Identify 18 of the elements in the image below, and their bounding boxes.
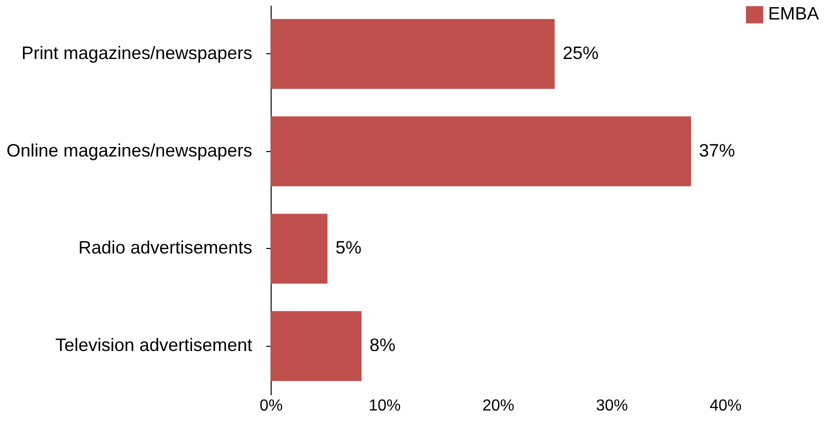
data-label: 25%: [562, 42, 599, 63]
x-tick-label: 10%: [368, 397, 401, 414]
y-tick-label: Online magazines/newspapers: [6, 140, 252, 160]
x-tick-label: 30%: [596, 397, 628, 414]
x-tick-label: 40%: [710, 397, 742, 414]
data-label: 5%: [335, 238, 362, 258]
x-tick-label: 0%: [260, 397, 283, 414]
data-label: 8%: [370, 335, 396, 356]
x-tick-label: 20%: [482, 397, 514, 414]
y-tick-label: Radio advertisements: [78, 238, 252, 258]
data-label: 37%: [699, 140, 736, 160]
bar: [270, 214, 328, 284]
y-tick-label: Print magazines/newspapers: [21, 42, 252, 63]
y-tick-label: Television advertisement: [55, 335, 252, 356]
legend-label: EMBA: [768, 4, 820, 24]
bar: [270, 116, 692, 186]
bar: [270, 311, 362, 382]
bar: [270, 18, 555, 89]
